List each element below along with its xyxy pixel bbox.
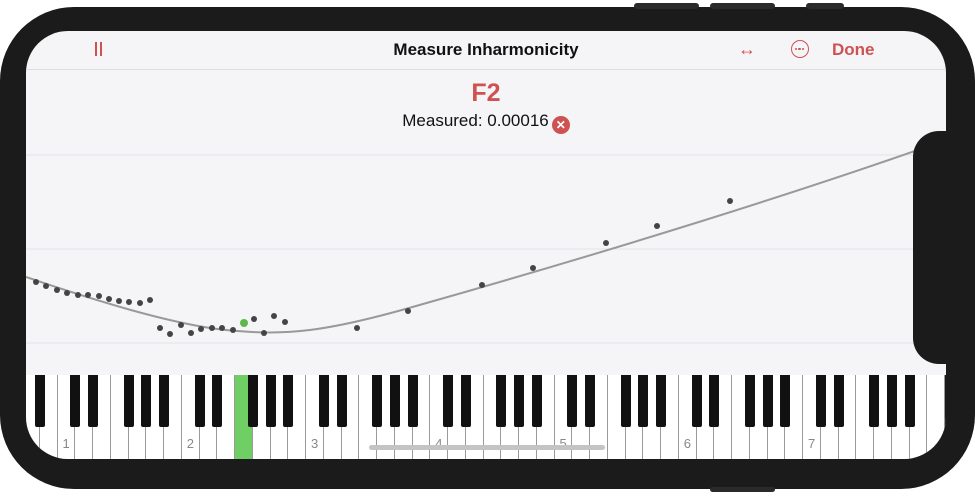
piano-black-key[interactable] [638, 375, 649, 427]
data-point [654, 223, 660, 229]
data-point [54, 287, 60, 293]
data-point [727, 198, 733, 204]
data-point [85, 292, 91, 298]
octave-label: 6 [683, 436, 691, 451]
measured-value: Measured: 0.00016 ✕ [26, 111, 946, 134]
piano-black-key[interactable] [460, 375, 471, 427]
data-point [126, 299, 132, 305]
data-point [157, 325, 163, 331]
data-point [106, 296, 112, 302]
piano-black-key[interactable] [531, 375, 542, 427]
piano-black-key[interactable] [762, 375, 773, 427]
piano-black-key[interactable] [336, 375, 347, 427]
piano-black-key[interactable] [585, 375, 595, 427]
piano-black-key[interactable] [265, 375, 276, 427]
data-point [209, 325, 215, 331]
piano-black-key[interactable] [88, 375, 98, 427]
piano-black-key[interactable] [620, 375, 631, 427]
data-point [261, 330, 267, 336]
selected-data-point [240, 319, 248, 327]
data-point [219, 325, 225, 331]
piano-black-key[interactable] [833, 375, 844, 427]
piano-black-key[interactable] [886, 375, 897, 427]
inharmonicity-plot [26, 143, 946, 344]
measured-text: Measured: 0.00016 [402, 111, 549, 130]
data-point [178, 322, 184, 328]
data-point [188, 330, 194, 336]
piano-black-key[interactable] [567, 375, 578, 427]
data-point [354, 325, 360, 331]
data-point [43, 283, 49, 289]
piano-black-key[interactable] [443, 375, 453, 427]
octave-label: 1 [62, 436, 70, 451]
fit-curve [26, 143, 941, 334]
data-point [167, 331, 173, 337]
piano-black-key[interactable] [780, 375, 791, 427]
piano-black-key[interactable] [389, 375, 400, 427]
octave-label: 7 [808, 436, 816, 451]
page-title: Measure Inharmonicity [393, 40, 579, 59]
piano-black-key[interactable] [904, 375, 915, 427]
piano-black-key[interactable] [159, 375, 169, 427]
piano-white-key[interactable] [927, 375, 945, 459]
home-indicator [369, 445, 605, 450]
piano-black-key[interactable] [691, 375, 702, 427]
piano-black-key[interactable] [141, 375, 152, 427]
data-point [530, 265, 536, 271]
piano-black-key[interactable] [815, 375, 826, 427]
data-point [96, 293, 102, 299]
piano-black-key[interactable] [212, 375, 223, 427]
data-point [479, 282, 485, 288]
note-name: F2 [471, 79, 501, 107]
octave-label: 3 [311, 436, 319, 451]
data-point [33, 279, 39, 285]
data-point [282, 319, 288, 325]
data-point [137, 300, 143, 306]
side-button [710, 487, 775, 492]
side-button [710, 3, 775, 9]
data-point [230, 327, 236, 333]
data-point [271, 313, 277, 319]
piano-black-key[interactable] [496, 375, 507, 427]
piano-black-key[interactable] [744, 375, 755, 427]
screen: Measure Inharmonicity ↔ Done F2 Measured… [26, 31, 946, 459]
done-button[interactable]: Done [832, 40, 875, 59]
data-point [64, 290, 70, 296]
octave-label: 5 [559, 436, 567, 451]
piano-black-key[interactable] [407, 375, 418, 427]
data-point [198, 326, 204, 332]
piano-black-key[interactable] [318, 375, 329, 427]
data-point [405, 308, 411, 314]
data-point [75, 292, 81, 298]
octave-label: 2 [186, 436, 194, 451]
piano-black-key[interactable] [283, 375, 294, 427]
piano-black-key[interactable] [70, 375, 81, 427]
pause-icon[interactable] [94, 42, 104, 58]
side-button [634, 3, 699, 9]
piano-black-key[interactable] [247, 375, 258, 427]
piano-black-key[interactable] [123, 375, 134, 427]
piano-black-key[interactable] [34, 375, 45, 427]
piano-black-key[interactable] [372, 375, 382, 427]
arrows-left-right-icon[interactable]: ↔ [738, 39, 756, 59]
data-point [116, 298, 122, 304]
piano-black-key[interactable] [656, 375, 666, 427]
octave-label: 4 [435, 436, 443, 451]
navigation-bar: Measure Inharmonicity ↔ Done [26, 31, 946, 70]
notch [913, 131, 975, 364]
data-point [147, 297, 153, 303]
clear-circle-icon[interactable]: ✕ [551, 116, 570, 134]
side-button [806, 3, 844, 9]
data-point [603, 240, 609, 246]
piano-black-key[interactable] [194, 375, 205, 427]
piano-black-key[interactable] [514, 375, 524, 427]
piano-black-key[interactable] [869, 375, 879, 427]
ellipsis-circle-icon[interactable] [791, 40, 809, 58]
piano-black-key[interactable] [709, 375, 720, 427]
measurement-points [33, 198, 733, 337]
data-point [251, 316, 257, 322]
